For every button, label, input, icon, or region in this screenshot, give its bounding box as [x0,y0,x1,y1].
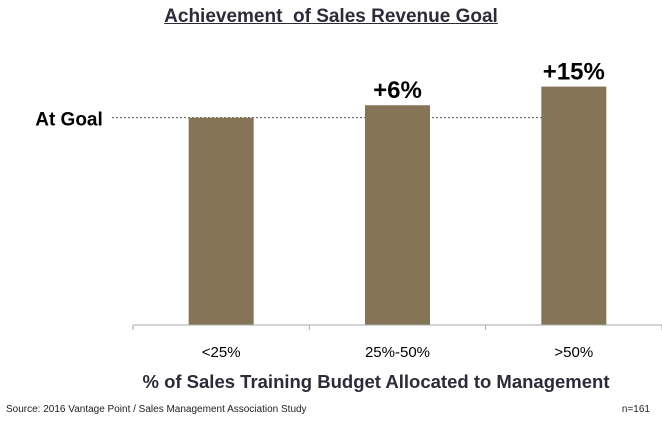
bar-data-label: +6% [373,77,422,104]
x-tick-label: 25%-50% [365,344,430,361]
x-axis-title: % of Sales Training Budget Allocated to … [142,371,610,392]
bar [365,105,430,326]
bar [188,117,254,326]
x-tick-label: <25% [202,344,241,361]
bar-data-label: +15% [543,59,605,86]
chart-title: Achievement of Sales Revenue Goal [164,6,498,27]
bar [541,86,607,326]
sample-size-note: n=161 [621,404,650,415]
reference-line-label: At Goal [35,110,103,131]
source-note: Source: 2016 Vantage Point / Sales Manag… [6,404,307,415]
x-tick-label: >50% [554,344,593,361]
